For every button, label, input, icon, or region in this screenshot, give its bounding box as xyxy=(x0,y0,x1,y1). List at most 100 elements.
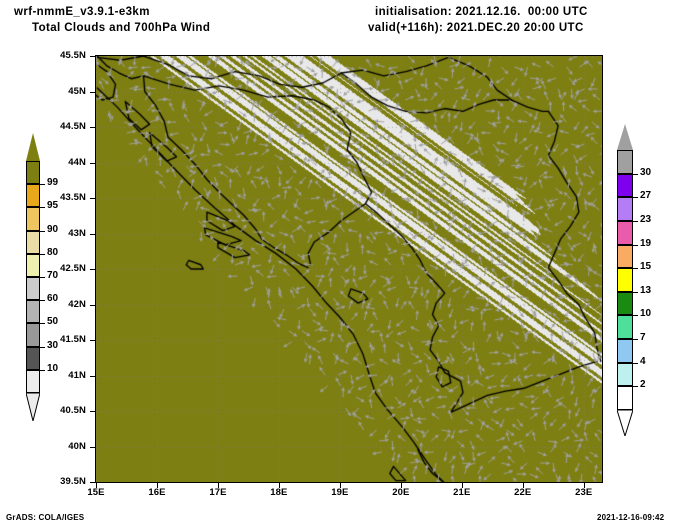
model-title: wrf-nmmE_v3.9.1-e3km xyxy=(14,6,150,18)
colorbar-under-range-arrow xyxy=(25,392,41,422)
colorbar-segment xyxy=(27,300,39,324)
colorbar-tick-label: 10 xyxy=(640,308,652,320)
colorbar-tickmark xyxy=(633,244,638,246)
colorbar-tick-label: 95 xyxy=(47,200,59,212)
y-axis-tickmark xyxy=(90,446,95,448)
colorbar-tick-label: 15 xyxy=(640,261,652,273)
colorbar-wind-speed: 30 27 23 19 15 13 10 7 4 2 xyxy=(616,124,651,438)
y-axis-tickmark xyxy=(90,482,95,483)
colorbar-tickmark xyxy=(40,184,45,186)
colorbar-tick-label: 2 xyxy=(640,379,646,391)
colorbar-segment xyxy=(618,386,632,410)
footer-attribution: GrADS: COLA/IGES xyxy=(6,513,85,522)
colorbar-segment xyxy=(618,315,632,340)
field-subtitle: Total Clouds and 700hPa Wind xyxy=(32,22,211,34)
colorbar-segment xyxy=(618,197,632,221)
x-axis-tick-label: 17E xyxy=(209,487,227,498)
colorbar-tick-label: 4 xyxy=(640,355,646,367)
y-axis-tick-label: 44.5N xyxy=(60,121,86,132)
y-axis-tick-label: 45N xyxy=(68,85,86,97)
x-axis-tick-label: 21E xyxy=(453,487,471,498)
y-axis-tickmark xyxy=(90,233,95,235)
x-axis-tick-label: 16E xyxy=(148,487,166,498)
y-axis-tick-label: 45.5N xyxy=(60,50,86,61)
y-axis-tick-label: 43N xyxy=(68,227,86,239)
colorbar-tickmark xyxy=(633,291,638,293)
y-axis-tickmark xyxy=(90,91,95,93)
y-axis-tick-label: 39.5N xyxy=(60,476,86,487)
x-axis-tickmark xyxy=(522,483,524,488)
y-axis-tickmark xyxy=(90,127,95,128)
colorbar-segment xyxy=(27,369,39,393)
colorbar-tickmark xyxy=(40,323,45,325)
colorbar-tick-label: 80 xyxy=(47,246,59,258)
colorbar-tick-label: 30 xyxy=(47,339,59,351)
colorbar-tickmark xyxy=(633,268,638,270)
colorbar-tickmark xyxy=(633,339,638,341)
colorbar-body xyxy=(26,161,40,393)
colorbar-tick-label: 13 xyxy=(640,284,652,296)
x-axis-tickmark xyxy=(156,483,158,488)
x-axis-tickmark xyxy=(583,483,585,488)
colorbar-segment xyxy=(27,230,39,254)
x-axis-tickmark xyxy=(461,483,463,488)
colorbar-tick-label: 90 xyxy=(47,223,59,235)
colorbar-segment xyxy=(618,150,632,174)
colorbar-under-range-arrow xyxy=(616,409,634,438)
colorbar-tickmark xyxy=(40,277,45,278)
x-axis-tick-label: 18E xyxy=(270,487,288,498)
y-axis-tickmark xyxy=(90,162,95,164)
colorbar-segment xyxy=(27,346,39,370)
colorbar-segment xyxy=(27,161,39,185)
colorbar-segment xyxy=(618,220,632,245)
y-axis-tick-label: 40N xyxy=(68,440,86,452)
x-axis-tick-label: 15E xyxy=(87,487,105,498)
y-axis-tick-label: 42.5N xyxy=(60,263,86,274)
colorbar-tick-label: 99 xyxy=(47,177,59,189)
x-axis-tick-label: 23E xyxy=(575,487,593,498)
colorbar-segment xyxy=(618,244,632,269)
y-axis-tickmark xyxy=(90,269,95,270)
y-axis-tickmark xyxy=(90,304,95,306)
colorbar-over-range-arrow xyxy=(617,124,633,150)
colorbar-tick-label: 30 xyxy=(640,166,652,178)
colorbar-segment xyxy=(27,184,39,208)
x-axis-tickmark xyxy=(217,483,219,488)
initialisation-time: initialisation: 2021.12.16. 00:00 UTC xyxy=(375,6,588,18)
colorbar-total-clouds: 99 95 90 80 70 60 50 30 10 xyxy=(25,133,58,422)
colorbar-segment xyxy=(27,277,39,301)
colorbar-segment xyxy=(618,268,632,292)
colorbar-segment xyxy=(618,173,632,198)
colorbar-over-range-arrow xyxy=(26,133,40,161)
x-axis-tick-label: 19E xyxy=(331,487,349,498)
x-axis-tickmark xyxy=(339,483,341,488)
colorbar-tickmark xyxy=(633,315,638,317)
x-axis-tickmark xyxy=(96,483,97,488)
colorbar-segment xyxy=(27,323,39,347)
colorbar-segment xyxy=(618,339,632,363)
colorbar-tickmark xyxy=(40,369,45,371)
colorbar-tickmark xyxy=(633,197,638,199)
y-axis-tick-label: 41.5N xyxy=(60,334,86,345)
y-axis-tick-label: 43.5N xyxy=(60,192,86,203)
y-axis-tickmark xyxy=(90,340,95,341)
x-axis-tickmark xyxy=(278,483,280,488)
x-axis-tickmark xyxy=(400,483,402,488)
colorbar-segment xyxy=(27,207,39,231)
colorbar-tick-label: 50 xyxy=(47,316,59,328)
y-axis-tickmark xyxy=(90,411,95,412)
colorbar-segment xyxy=(618,291,632,316)
colorbar-tick-label: 27 xyxy=(640,190,652,202)
colorbar-tickmark xyxy=(633,173,638,175)
colorbar-segment xyxy=(618,362,632,387)
colorbar-tick-label: 23 xyxy=(640,213,652,225)
footer-timestamp: 2021-12-16-09:42 xyxy=(597,513,665,522)
colorbar-tick-label: 10 xyxy=(47,362,59,374)
valid-time: valid(+116h): 2021.DEC.20 20:00 UTC xyxy=(368,22,584,34)
y-axis-tick-label: 40.5N xyxy=(60,405,86,416)
colorbar-segment xyxy=(27,253,39,277)
y-axis-tickmark xyxy=(90,56,95,57)
colorbar-tickmark xyxy=(633,386,638,388)
colorbar-tick-label: 7 xyxy=(640,332,646,344)
